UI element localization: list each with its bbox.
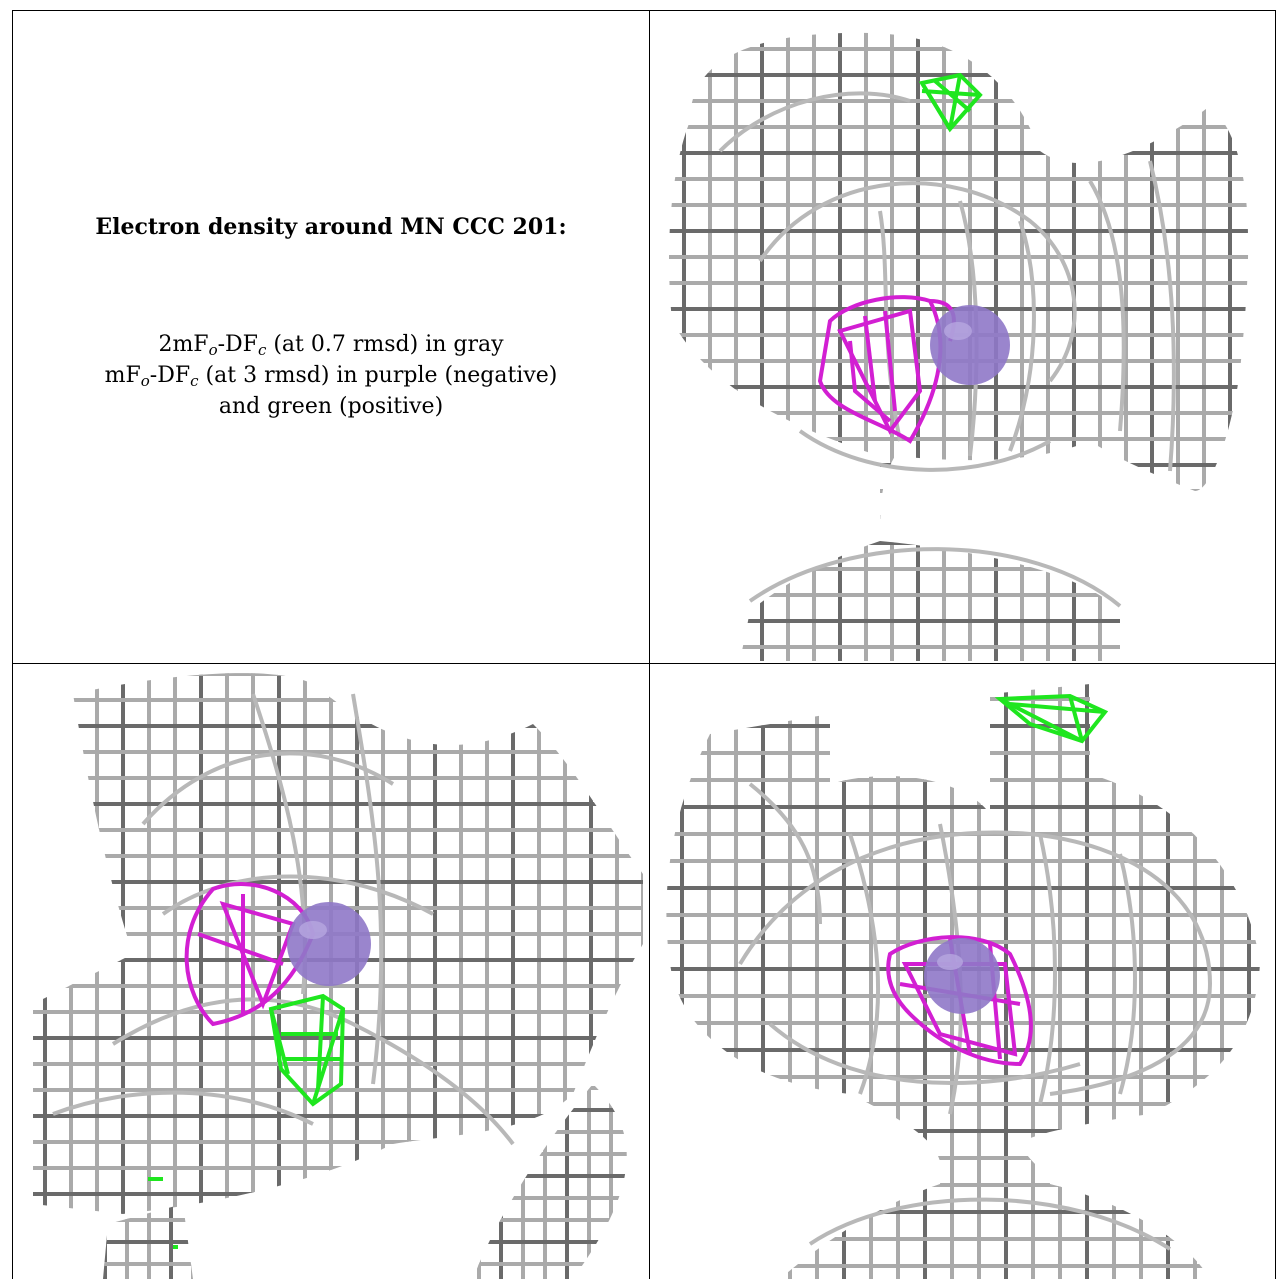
- negative-density-mesh: [817, 295, 956, 444]
- density-view-bottom-right: [650, 664, 1275, 1279]
- table-border-middle: [649, 10, 650, 1279]
- caption-cell: Electron density around MN CCC 201: 2mFo…: [13, 11, 649, 663]
- manganese-atom: [930, 305, 1010, 385]
- positive-density-mesh: [918, 72, 983, 133]
- caption-legend: 2mFo-DFc (at 0.7 rmsd) in gray mFo-DFc (…: [13, 329, 649, 422]
- legend-line-green: and green (positive): [218, 394, 444, 419]
- table-border-left: [12, 10, 13, 1279]
- gray-mesh-curves: [738, 782, 1213, 1251]
- positive-density-mesh: [994, 693, 1109, 744]
- legend-line-purple: mFo-DFc (at 3 rmsd) in purple (negative): [104, 363, 558, 390]
- table-border-row-divider: [12, 663, 1276, 664]
- negative-density-mesh: [184, 882, 316, 1027]
- manganese-atom: [924, 938, 1000, 1014]
- density-view-top-right: [650, 11, 1275, 663]
- manganese-atom: [287, 902, 371, 986]
- density-view-bottom-left: [13, 664, 649, 1279]
- caption-title: Electron density around MN CCC 201:: [95, 214, 567, 240]
- legend-line-gray: 2mFo-DFc (at 0.7 rmsd) in gray: [158, 332, 504, 359]
- positive-density-mesh: [148, 993, 346, 1249]
- table-border-top: [12, 10, 1276, 11]
